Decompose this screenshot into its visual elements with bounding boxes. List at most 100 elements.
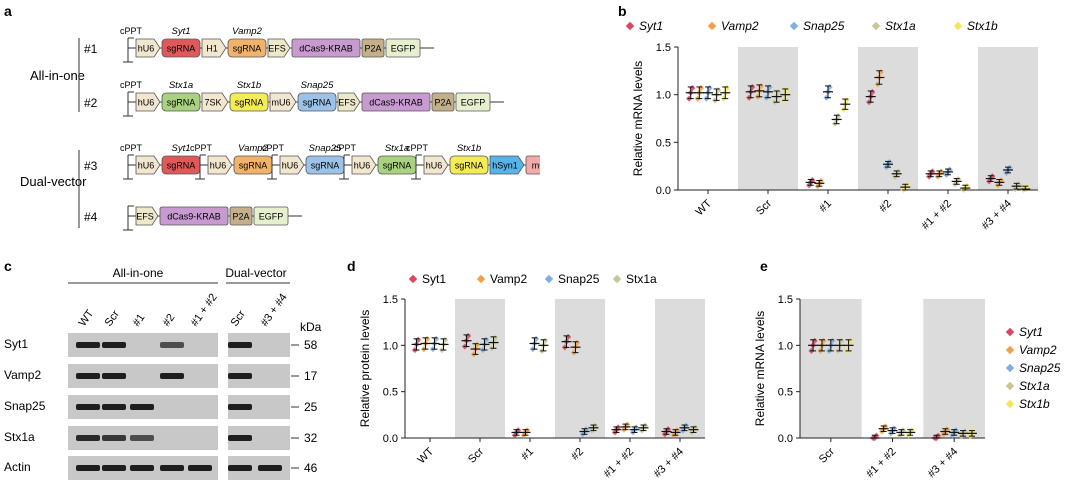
lane-label: Scr <box>229 308 248 329</box>
panel-e: e 0.0 0.5 1.0 1.5 Relative mRNA levels Scr #1 … <box>753 258 1061 480</box>
sgrna-element <box>297 92 337 112</box>
legend-marker <box>625 21 635 31</box>
cassette-element <box>291 38 361 58</box>
y-tick-label: 0.0 <box>656 185 671 197</box>
y-tick-label: 1.0 <box>656 90 671 102</box>
promoter-element <box>279 155 305 175</box>
element-label: 7SK <box>204 98 221 108</box>
construct-id: #2 <box>84 96 98 110</box>
sgrna-element <box>161 38 201 58</box>
x-tick-label: WT <box>694 197 715 218</box>
x-tick-label: Scr <box>466 445 486 465</box>
construct-id: #4 <box>84 210 98 224</box>
element-label: hU6 <box>138 44 155 54</box>
blot-group-allinone: All-in-one <box>113 266 164 280</box>
blot-band <box>76 373 100 379</box>
cppt-label: cPPT <box>190 143 213 153</box>
legend-marker <box>1005 399 1015 409</box>
promoter-element <box>135 92 161 112</box>
blot-band <box>228 342 252 348</box>
cppt-label: cPPT <box>120 26 143 36</box>
lane-label: #2 <box>161 312 178 329</box>
promoter-element <box>135 38 161 58</box>
blot-band <box>228 435 252 441</box>
sgrna-element <box>449 155 489 175</box>
blot-row-stx1a: Stx1a 32 <box>4 426 318 450</box>
cassette-element <box>253 206 289 226</box>
x-tick-label: #1 + #2 <box>601 446 636 481</box>
panel-d: d 0.0 0.5 1.0 1.5 Relative protein levels WT S… <box>347 258 705 481</box>
element-label: sgRNA <box>167 161 196 171</box>
panel-label-d: d <box>347 258 356 274</box>
sgrna-element <box>229 92 269 112</box>
cassette-element <box>159 206 229 226</box>
legend-label: Vamp2 <box>1019 343 1057 357</box>
x-tick-label: #3 + #4 <box>651 446 686 481</box>
shaded-band <box>800 299 862 438</box>
promoter-element <box>267 38 291 58</box>
x-tick-label: #1 <box>817 198 834 215</box>
legend-marker <box>1005 345 1015 355</box>
element-label: P2A <box>232 212 249 222</box>
shaded-band <box>655 299 705 438</box>
x-tick-label: Scr <box>817 445 837 465</box>
sgrna-element <box>227 38 267 58</box>
panel-a: a All-in-one Dual-vector #1 cPPT hU6 sgRNA S… <box>4 3 540 231</box>
panel-b: b 0.0 0.5 1.0 1.5 Relative mRNA levels WT Scr #… <box>618 3 1038 232</box>
y-tick-label: 0.5 <box>656 137 671 149</box>
element-label: EFS <box>338 98 356 108</box>
cassette-element <box>431 92 455 112</box>
blot-band <box>102 342 126 348</box>
blot-band <box>102 465 126 471</box>
legend-marker <box>707 21 717 31</box>
element-label: EGFP <box>461 98 486 108</box>
element-label: sgRNA <box>383 161 412 171</box>
sgrna-target-label: Snap25 <box>301 80 334 91</box>
cassette-element <box>525 155 540 175</box>
sgrna-target-label: Snap25 <box>309 143 342 154</box>
element-label: mCherry <box>532 161 540 171</box>
cassette-element <box>361 38 385 58</box>
blot-band <box>76 404 100 410</box>
promoter-element <box>337 92 361 112</box>
element-label: EFS <box>268 44 286 54</box>
blot-band <box>102 373 126 379</box>
blot-protein-label: Snap25 <box>4 399 46 413</box>
element-label: EGFP <box>259 212 284 222</box>
blot-band <box>130 465 154 471</box>
lane-label: Scr <box>103 308 122 329</box>
element-label: mU6 <box>271 98 290 108</box>
kda-marker: 25 <box>304 400 318 414</box>
y-tick-label: 1.0 <box>383 340 398 352</box>
blot-band <box>76 465 100 471</box>
element-label: sgRNA <box>167 44 196 54</box>
y-tick-label: 1.0 <box>778 340 793 352</box>
blot-band <box>228 373 252 379</box>
shaded-band <box>738 47 798 190</box>
cassette-element <box>455 92 491 112</box>
promoter-element <box>135 206 159 226</box>
y-tick-label: 0.0 <box>383 433 398 445</box>
lane-label: WT <box>77 308 97 329</box>
blot-protein-label: Syt1 <box>4 337 28 351</box>
data-point <box>826 83 833 91</box>
x-tick-label: WT <box>416 445 437 466</box>
construct-2: #2 cPPT hU6 sgRNA Stx1a 7SK sgRNA Stx1b mU6 sgRNA… <box>84 80 504 117</box>
blot-band <box>160 465 184 471</box>
legend-label: Syt1 <box>422 272 446 286</box>
blot-band <box>228 465 252 471</box>
legend-label: Snap25 <box>803 19 845 33</box>
lane-label: #1 + #2 <box>189 292 220 329</box>
x-tick-label: #2 <box>569 446 586 463</box>
element-label: EFS <box>136 212 154 222</box>
legend-marker <box>1005 363 1015 373</box>
y-tick-label: 0.5 <box>383 387 398 399</box>
cppt-label: cPPT <box>120 143 143 153</box>
legend-label: Stx1a <box>626 272 657 286</box>
legend-marker <box>1005 381 1015 391</box>
sgrna-target-label: Syt1 <box>171 143 190 154</box>
y-axis-label: Relative mRNA levels <box>753 311 767 426</box>
element-label: sgRNA <box>455 161 484 171</box>
y-tick-label: 0.0 <box>778 433 793 445</box>
legend-label: Snap25 <box>1019 361 1061 375</box>
